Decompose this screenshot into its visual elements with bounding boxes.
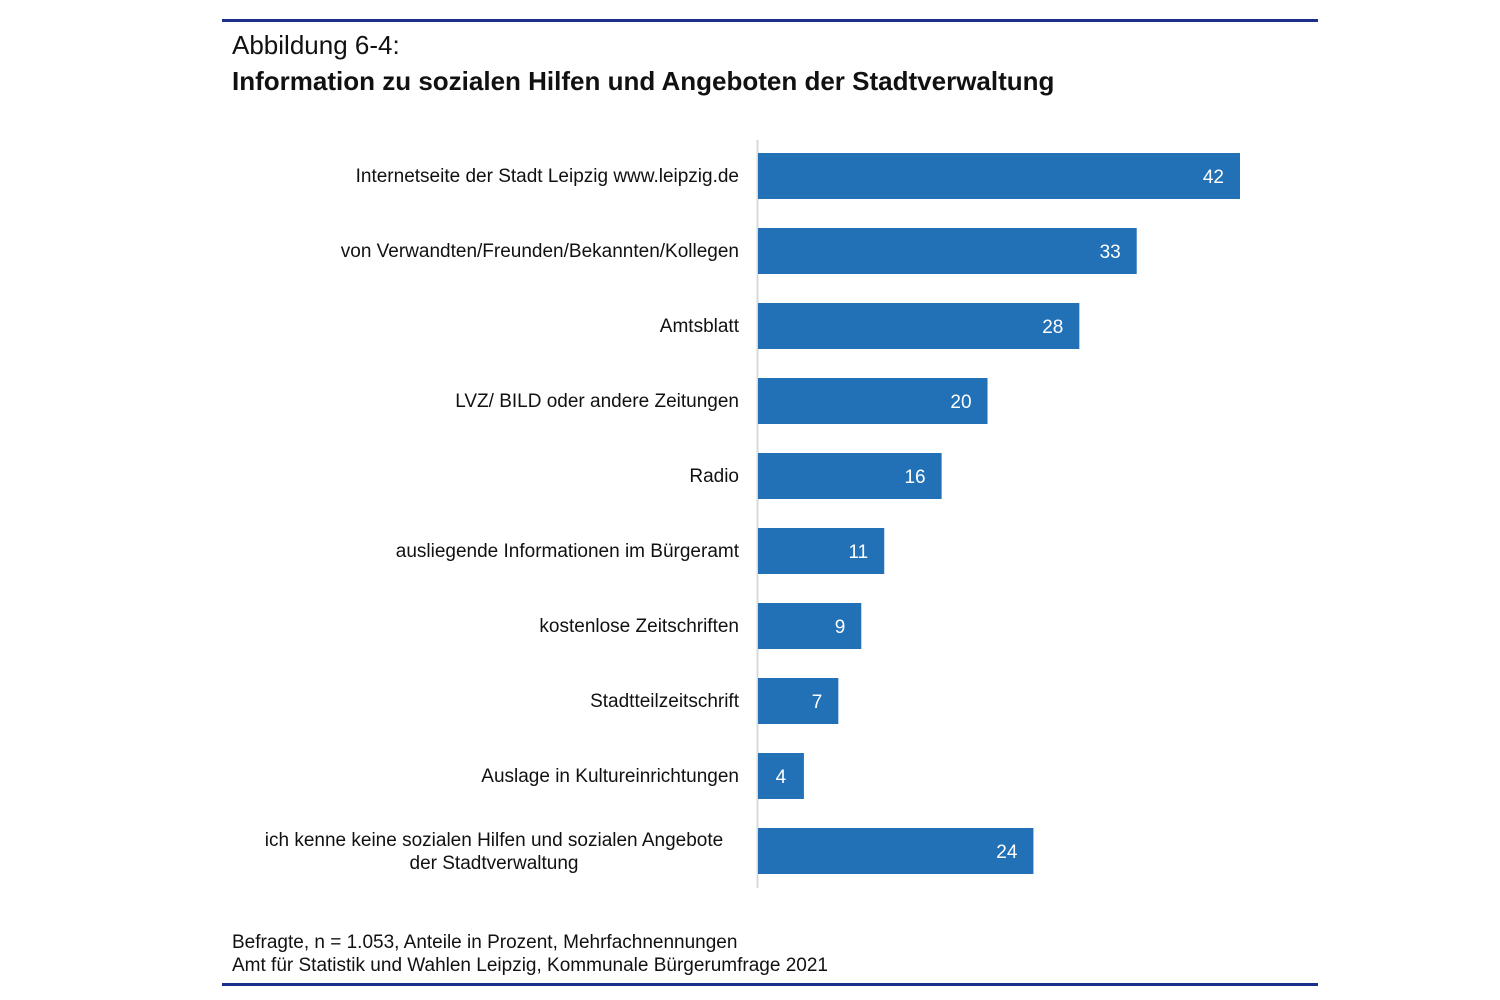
- bar-group: 7 Stadtteilzeitschrift: [590, 678, 839, 724]
- data-label: 42: [1203, 167, 1224, 188]
- footnote-source: Amt für Statistik und Wahlen Leipzig, Ko…: [232, 955, 828, 976]
- bar: [758, 228, 1137, 274]
- data-label: 11: [849, 542, 869, 563]
- bar: [758, 303, 1080, 349]
- bar-group: 24 ich kenne keine sozialen Hilfen und so…: [265, 828, 1034, 874]
- bar: [758, 378, 988, 424]
- bar-group: 42 Internetseite der Stadt Leipzig www.le…: [356, 153, 1240, 199]
- footnote-sample: Befragte, n = 1.053, Anteile in Prozent,…: [232, 932, 738, 953]
- bar-group: 33 von Verwandten/Freunden/Bekannten/Koll…: [341, 228, 1137, 274]
- bar: [758, 753, 804, 799]
- data-label: 28: [1042, 317, 1063, 338]
- data-label: 4: [776, 767, 787, 788]
- bar-group: 20 LVZ/ BILD oder andere Zeitungen: [455, 378, 988, 424]
- category-label: LVZ/ BILD oder andere Zeitungen: [455, 391, 739, 412]
- data-label: 16: [904, 467, 925, 488]
- bar: [758, 828, 1034, 874]
- bar: [758, 528, 885, 574]
- chart-title: Information zu sozialen Hilfen und Angeb…: [232, 66, 1055, 96]
- category-label: Stadtteilzeitschrift: [590, 691, 740, 712]
- data-label: 7: [812, 692, 823, 713]
- category-label: Amtsblatt: [660, 316, 740, 337]
- bar-group: 9 kostenlose Zeitschriften: [539, 603, 862, 649]
- bar: [758, 678, 839, 724]
- category-label: kostenlose Zeitschriften: [539, 616, 739, 637]
- category-label: Auslage in Kultureinrichtungen: [481, 766, 739, 787]
- category-label: Internetseite der Stadt Leipzig www.leip…: [356, 166, 739, 187]
- bottom-rule: [222, 983, 1318, 986]
- category-label: von Verwandten/Freunden/Bekannten/Kolleg…: [341, 241, 739, 262]
- bar: [758, 453, 942, 499]
- bar: [758, 603, 862, 649]
- category-label: Radio: [689, 466, 739, 487]
- data-label: 24: [996, 842, 1018, 863]
- bar-group: 11 ausliegende Informationen im Bürgeramt: [396, 528, 885, 574]
- bar-group: 28 Amtsblatt: [660, 303, 1080, 349]
- bar-group: 16 Radio: [689, 453, 942, 499]
- data-label: 33: [1100, 242, 1121, 263]
- top-rule: [222, 19, 1318, 22]
- bar-group: 4 Auslage in Kultureinrichtungen: [481, 753, 804, 799]
- data-label: 9: [835, 617, 846, 638]
- category-label: ausliegende Informationen im Bürgeramt: [396, 541, 740, 562]
- figure-number: Abbildung 6-4:: [232, 30, 400, 60]
- category-label-line: der Stadtverwaltung: [410, 853, 579, 874]
- bar: [758, 153, 1240, 199]
- data-label: 20: [950, 392, 971, 413]
- category-label: ich kenne keine sozialen Hilfen und sozi…: [265, 830, 723, 874]
- category-label-line: ich kenne keine sozialen Hilfen und sozi…: [265, 830, 723, 851]
